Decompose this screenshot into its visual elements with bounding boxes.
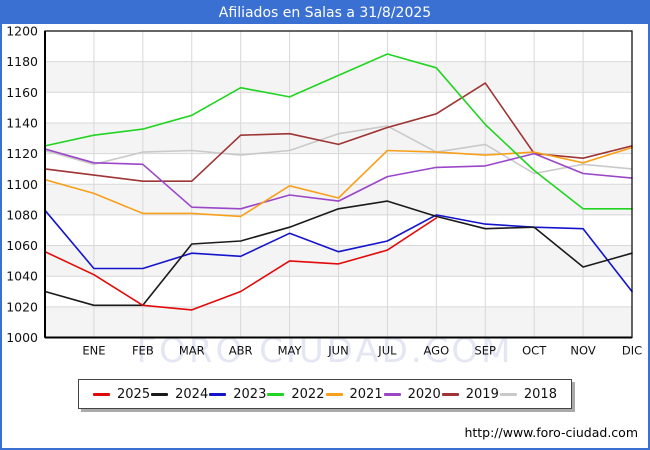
legend-swatch-2020 — [383, 392, 401, 396]
legend-swatch-2025 — [93, 392, 110, 396]
legend-item-2022: 2022 — [267, 387, 324, 402]
x-axis-label: DIC — [622, 344, 642, 358]
legend-item-2019: 2019 — [441, 386, 499, 402]
x-axis-label: SEP — [474, 344, 496, 358]
legend-item-2020: 2020 — [383, 386, 441, 402]
legend-label-2022: 2022 — [291, 386, 325, 402]
foro-ciudad-link[interactable]: http://www.foro-ciudad.com — [464, 425, 638, 440]
x-axis-label: MAY — [278, 344, 303, 358]
x-axis-label: ABR — [229, 344, 253, 358]
legend-label-2019: 2019 — [465, 386, 499, 402]
legend-swatch-2018 — [499, 392, 517, 396]
x-axis-label: OCT — [522, 344, 547, 358]
series-2018-line — [44, 125, 633, 175]
legend-swatch-2019 — [441, 392, 459, 396]
y-axis-label: 1160 — [6, 85, 38, 100]
legend-label-2023: 2023 — [233, 386, 267, 402]
y-axis-label: 1120 — [6, 146, 38, 161]
x-axis-label: ENE — [82, 344, 105, 358]
legend-item-2018: 2018 — [499, 386, 557, 402]
y-axis-label: 1140 — [6, 115, 38, 130]
legend-swatch-2022 — [267, 392, 285, 396]
x-axis-label: JUL — [377, 344, 397, 358]
legend-label-2024: 2024 — [175, 386, 209, 402]
series-2020-line — [44, 148, 633, 210]
x-axis-label: NOV — [570, 344, 595, 358]
series-2022-line — [44, 53, 633, 210]
x-axis-label: MAR — [179, 344, 205, 358]
legend-swatch-2021 — [325, 392, 343, 396]
title-bar: Afiliados en Salas a 31/8/2025 — [2, 2, 648, 24]
series-2025-line — [44, 217, 438, 311]
legend-item-2021: 2021 — [325, 386, 383, 402]
x-axis-label: AGO — [424, 344, 450, 358]
legend-swatch-2024 — [151, 392, 169, 396]
y-axis-label: 1200 — [6, 24, 38, 39]
legend-label-2020: 2020 — [407, 386, 441, 402]
legend-item-2025: 2025 — [93, 387, 150, 402]
series-2021-line — [44, 146, 633, 218]
legend-item-2023: 2023 — [209, 387, 266, 402]
legend-item-2024: 2024 — [151, 387, 208, 402]
y-axis-label: 1040 — [6, 269, 38, 284]
legend-swatch-2023 — [209, 392, 227, 396]
y-axis-label: 1000 — [6, 330, 38, 345]
y-axis-label: 1100 — [6, 177, 38, 192]
legend-label-2021: 2021 — [349, 386, 383, 402]
y-axis-label: 1020 — [6, 299, 38, 314]
y-axis-label: 1080 — [6, 207, 38, 222]
legend-label-2018: 2018 — [523, 386, 557, 402]
x-axis-label: JUN — [327, 344, 348, 358]
y-axis-label: 1060 — [6, 238, 38, 253]
legend-label-2025: 2025 — [117, 386, 151, 402]
chart-legend: 2025 2024 2023 2022 2021 2020 2019 2018 — [78, 379, 572, 409]
chart-title: Afiliados en Salas a 31/8/2025 — [218, 5, 432, 21]
y-axis-label: 1180 — [6, 54, 38, 69]
x-axis-label: FEB — [132, 344, 154, 358]
